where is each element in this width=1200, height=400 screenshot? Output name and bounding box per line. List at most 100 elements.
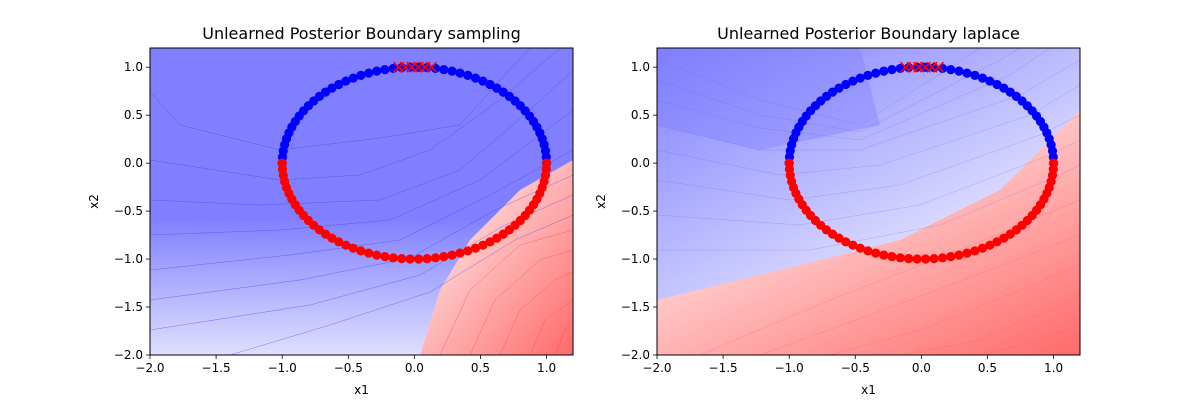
red-point bbox=[478, 240, 488, 250]
contour-blue-band bbox=[150, 48, 573, 355]
red-point bbox=[463, 246, 473, 256]
y-tick-label: 1.0 bbox=[124, 60, 143, 74]
x-tick-label: 1.0 bbox=[537, 361, 556, 375]
y-tick-label: −1.5 bbox=[114, 300, 143, 314]
blue-point bbox=[405, 62, 415, 72]
blue-point bbox=[478, 76, 488, 86]
red-point bbox=[871, 248, 881, 258]
red-point bbox=[414, 254, 424, 264]
red-point bbox=[937, 253, 948, 263]
red-point bbox=[485, 237, 495, 247]
y-tick-label: 0.5 bbox=[631, 108, 650, 122]
blue-point bbox=[463, 70, 473, 80]
blue-point bbox=[855, 73, 865, 83]
blue-point bbox=[977, 73, 988, 83]
red-point bbox=[977, 243, 988, 253]
contour-lines-red bbox=[699, 199, 1080, 355]
x-marker-stroke bbox=[425, 61, 438, 73]
red-point bbox=[834, 233, 844, 243]
blue-point bbox=[455, 68, 465, 78]
blue-point bbox=[962, 68, 972, 78]
blue-point bbox=[334, 79, 344, 90]
x-tick-label: −1.5 bbox=[709, 361, 738, 375]
x-tick-label: −1.0 bbox=[775, 361, 804, 375]
red-point bbox=[364, 248, 374, 258]
red-point bbox=[985, 240, 995, 250]
red-point bbox=[470, 243, 481, 253]
blue-point bbox=[364, 68, 374, 78]
x-axis-label: x1 bbox=[861, 383, 876, 397]
x-axis-ticks: −2.0 −1.5 −1.0 −0.5 0.0 0.5 1.0 bbox=[135, 355, 556, 375]
red-point bbox=[397, 254, 407, 264]
blue-point bbox=[470, 73, 481, 83]
red-point bbox=[380, 252, 390, 262]
y-tick-label: −0.5 bbox=[621, 204, 650, 218]
red-point bbox=[334, 237, 344, 247]
red-point bbox=[372, 250, 382, 260]
x-tick-label: −0.5 bbox=[841, 361, 870, 375]
blue-point bbox=[380, 64, 390, 75]
chart-title: Unlearned Posterior Boundary laplace bbox=[717, 24, 1020, 43]
x-tick-label: −1.5 bbox=[202, 361, 231, 375]
blue-point bbox=[946, 64, 956, 75]
red-point bbox=[405, 254, 415, 264]
red-point bbox=[954, 250, 964, 260]
x-axis-label: x1 bbox=[354, 383, 369, 397]
y-tick-label: −1.0 bbox=[621, 252, 650, 266]
x-axis-ticks: −2.0 −1.5 −1.0 −0.5 0.0 0.5 1.0 bbox=[642, 355, 1063, 375]
y-tick-label: −1.0 bbox=[114, 252, 143, 266]
blue-point bbox=[372, 66, 382, 76]
blue-point bbox=[954, 66, 964, 76]
y-axis-ticks: −2.0 −1.5 −1.0 −0.5 0.0 0.5 1.0 bbox=[114, 60, 150, 362]
contour-lines-red bbox=[439, 229, 573, 355]
blue-point bbox=[348, 73, 358, 83]
red-point bbox=[327, 233, 337, 243]
axes-frame bbox=[149, 47, 574, 356]
red-point bbox=[348, 243, 358, 253]
axes-frame bbox=[656, 47, 1081, 356]
red-point bbox=[447, 250, 457, 260]
blue-point bbox=[887, 64, 897, 75]
blue-point bbox=[985, 76, 995, 86]
red-point bbox=[863, 246, 873, 256]
blue-point bbox=[439, 64, 449, 75]
x-tick-label: 0.5 bbox=[978, 361, 997, 375]
blue-point bbox=[492, 83, 502, 93]
red-point bbox=[341, 240, 351, 250]
y-tick-label: −1.5 bbox=[621, 300, 650, 314]
red-point bbox=[388, 253, 398, 263]
blue-point bbox=[992, 79, 1002, 90]
red-point bbox=[541, 158, 552, 168]
blue-point bbox=[356, 70, 366, 80]
contour-lines bbox=[657, 48, 1080, 251]
blue-point bbox=[841, 79, 851, 90]
chart-title: Unlearned Posterior Boundary sampling bbox=[202, 24, 520, 43]
data-marks bbox=[784, 61, 1059, 264]
x-tick-label: 0.0 bbox=[405, 361, 424, 375]
data-marks bbox=[277, 61, 552, 264]
y-axis-ticks: −2.0 −1.5 −1.0 −0.5 0.0 0.5 1.0 bbox=[621, 60, 657, 362]
red-point bbox=[855, 243, 865, 253]
red-point bbox=[455, 248, 465, 258]
x-tick-label: −0.5 bbox=[334, 361, 363, 375]
red-point bbox=[1048, 158, 1059, 168]
x-tick-label: −1.0 bbox=[268, 361, 297, 375]
y-tick-label: 1.0 bbox=[631, 60, 650, 74]
blue-point bbox=[863, 70, 873, 80]
blue-point bbox=[485, 79, 495, 90]
x-tick-label: −2.0 bbox=[642, 361, 671, 375]
red-point bbox=[356, 246, 366, 256]
red-point bbox=[970, 246, 980, 256]
contour-red-region bbox=[657, 110, 1080, 355]
y-tick-label: −0.5 bbox=[114, 204, 143, 218]
blue-point bbox=[912, 62, 922, 72]
y-axis-label: x2 bbox=[87, 194, 101, 209]
blue-point bbox=[871, 68, 881, 78]
y-tick-label: 0.5 bbox=[124, 108, 143, 122]
blue-point bbox=[879, 66, 889, 76]
contour-blue-core bbox=[657, 48, 880, 150]
red-point bbox=[904, 254, 914, 264]
red-point bbox=[841, 237, 851, 247]
red-point bbox=[895, 253, 905, 263]
